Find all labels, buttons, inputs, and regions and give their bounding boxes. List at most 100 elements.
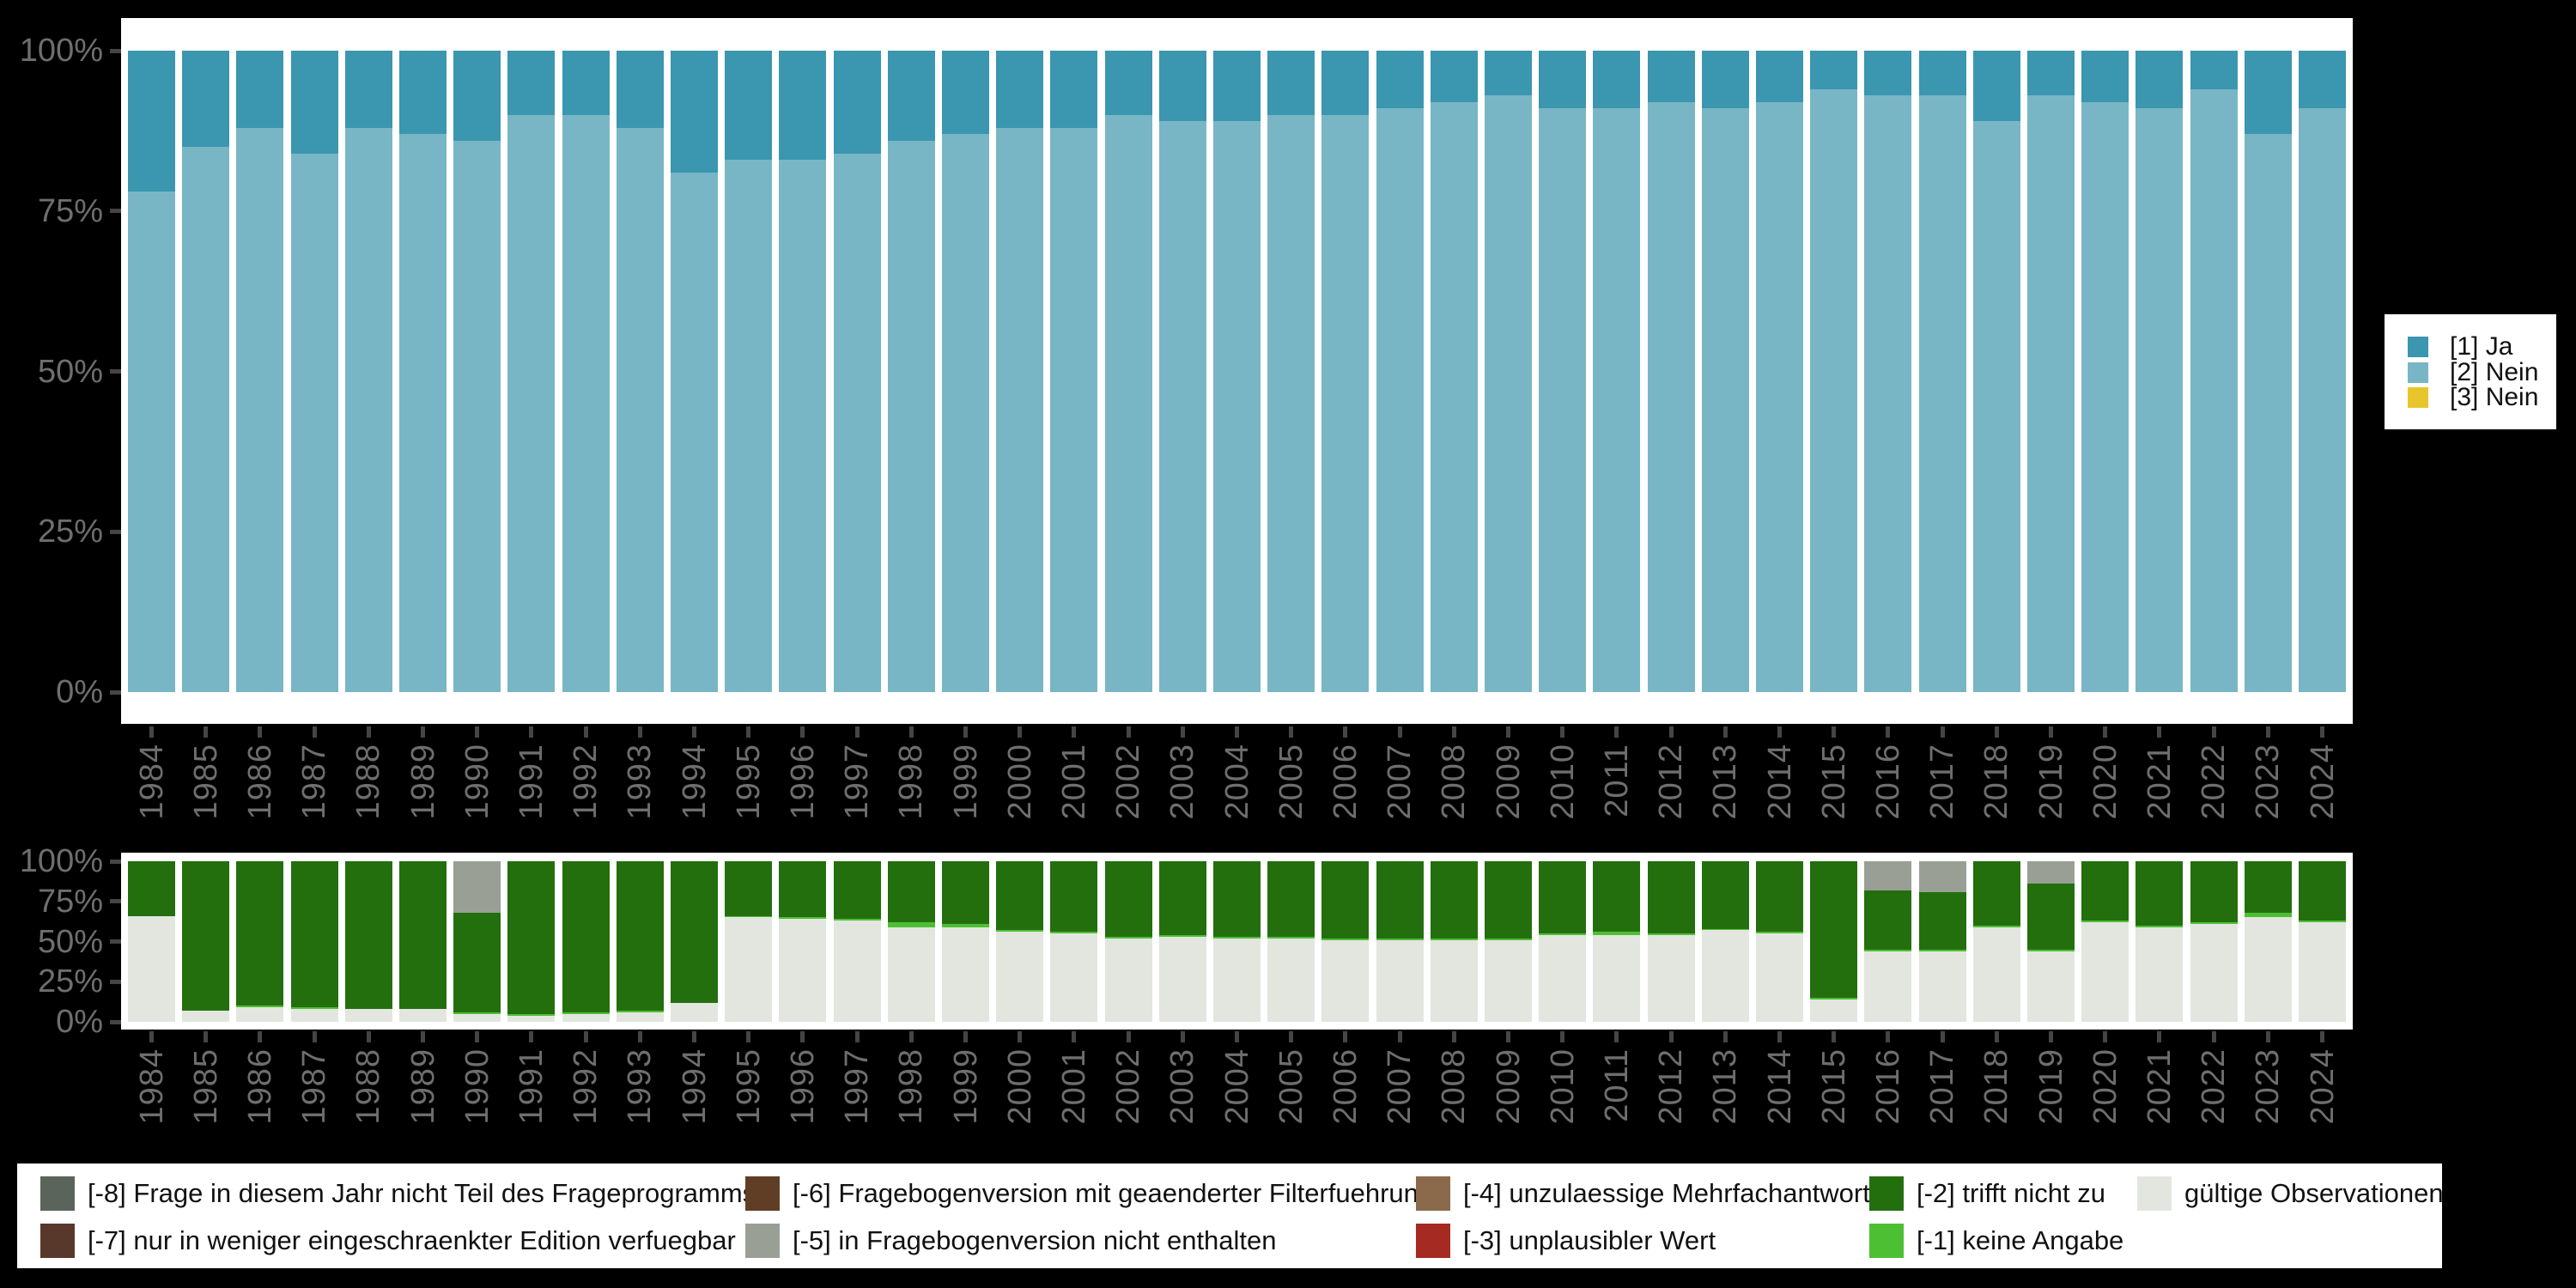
legend-item-label: [-3] unplausibler Wert (1463, 1225, 1716, 1255)
bar-segment-1984 (128, 915, 175, 1022)
legend-swatch (2408, 337, 2428, 357)
y-axis-tick (110, 48, 121, 53)
x-axis-year-label: 1997 (839, 744, 876, 820)
bar-segment-2020 (2081, 51, 2129, 102)
bar-segment-1992 (562, 861, 610, 1012)
x-axis-year-label: 1987 (296, 744, 333, 820)
bar-segment-2000 (996, 932, 1044, 1022)
bar-segment-2002 (1104, 938, 1152, 1022)
legend-item-label: [-4] unzulaessige Mehrfachantwort (1463, 1178, 1870, 1208)
x-axis-year-label: 2020 (2087, 744, 2123, 820)
x-axis-year-label: 2004 (1218, 1048, 1255, 1125)
bar-segment-1989 (399, 861, 447, 1010)
bar-segment-1990 (453, 51, 501, 141)
bar-segment-1995 (725, 861, 773, 916)
bar-segment-2006 (1321, 51, 1370, 115)
x-axis-tick (1832, 726, 1837, 738)
x-axis-tick (692, 726, 696, 738)
bar-segment-1992 (562, 114, 610, 692)
bar-segment-1990 (453, 861, 501, 913)
bar-segment-2009 (1485, 95, 1532, 692)
x-axis-year-label: 1995 (730, 1048, 767, 1125)
x-axis-year-label: 1996 (784, 744, 821, 820)
x-axis-tick (963, 1031, 968, 1042)
bar-segment-1992 (562, 51, 610, 115)
bar-segment-2021 (2136, 51, 2184, 109)
bar-segment-1991 (507, 1015, 556, 1022)
x-axis-year-label: 2001 (1055, 1048, 1092, 1125)
bar-segment-2001 (1050, 932, 1098, 934)
bar-segment-2012 (1647, 861, 1695, 934)
bar-segment-2009 (1485, 939, 1532, 1022)
bar-segment-2010 (1539, 108, 1587, 692)
x-axis-tick (2211, 726, 2216, 738)
x-axis-tick (908, 726, 914, 738)
y-axis-tick (110, 209, 121, 214)
bar-segment-2024 (2299, 108, 2346, 692)
bar-segment-1986 (236, 1007, 284, 1022)
legend-item-label: [-2] trifft nicht zu (1917, 1178, 2105, 1208)
bar-segment-2019 (2027, 51, 2075, 96)
bar-segment-1996 (779, 159, 827, 692)
bar-segment-2008 (1430, 51, 1478, 102)
x-axis-tick (529, 726, 534, 738)
y-axis-tick-label: 50% (37, 353, 103, 390)
x-axis-year-label: 1992 (568, 1048, 605, 1125)
x-axis-tick (312, 726, 317, 738)
legend-item-label: [-6] Fragebogenversion mit geaenderter F… (793, 1178, 1434, 1208)
bar-segment-2022 (2190, 88, 2238, 692)
bar-segment-2009 (1485, 861, 1532, 939)
bar-segment-2007 (1376, 51, 1424, 109)
bar-segment-2006 (1321, 939, 1370, 1022)
bar-segment-2007 (1376, 939, 1424, 1022)
bar-segment-1991 (507, 861, 556, 1014)
bar-segment-2014 (1756, 101, 1803, 692)
bar-segment-2013 (1701, 928, 1749, 931)
legend-swatch (2137, 1176, 2172, 1211)
bar-segment-1985 (182, 861, 230, 1011)
bar-segment-1986 (236, 51, 284, 128)
bar-segment-2021 (2136, 108, 2184, 692)
x-axis-tick (529, 1031, 534, 1042)
bar-segment-2014 (1756, 932, 1803, 934)
bar-segment-2021 (2136, 861, 2184, 926)
bar-segment-1993 (616, 861, 664, 1011)
bar-segment-2004 (1213, 51, 1261, 122)
x-axis-year-label: 2010 (1544, 1048, 1581, 1125)
bar-segment-1986 (236, 861, 284, 1006)
bar-segment-2002 (1104, 936, 1152, 939)
legend-item-label: [-5] in Fragebogenversion nicht enthalte… (793, 1225, 1277, 1255)
bar-segment-2016 (1864, 951, 1912, 1022)
y-axis-tick (110, 1019, 121, 1024)
x-axis-tick (1289, 726, 1294, 738)
x-axis-tick (1614, 726, 1619, 738)
bar-segment-1991 (507, 114, 556, 692)
bar-segment-1990 (453, 1013, 501, 1022)
y-axis-tick-label: 75% (37, 883, 103, 920)
legend-item-label: [2] Nein (2450, 357, 2539, 386)
legend-item-label: [3] Nein (2450, 383, 2539, 412)
bar-segment-1984 (128, 861, 175, 916)
bar-segment-2023 (2244, 912, 2292, 918)
legend-swatch (2408, 387, 2428, 409)
bar-segment-2017 (1918, 891, 1966, 950)
bar-segment-2024 (2299, 920, 2346, 923)
bar-segment-1989 (399, 51, 447, 135)
bar-segment-1988 (344, 127, 392, 692)
bar-segment-2021 (2136, 927, 2184, 1022)
bar-segment-2004 (1213, 861, 1261, 937)
x-axis-year-label: 2019 (2032, 1048, 2069, 1125)
x-axis-year-label: 2000 (1001, 1048, 1038, 1125)
x-axis-year-label: 1992 (568, 744, 605, 820)
bar-segment-1994 (671, 51, 718, 173)
bar-segment-2005 (1267, 114, 1315, 692)
bar-segment-2011 (1593, 108, 1641, 692)
bar-segment-1994 (671, 1002, 718, 1022)
x-axis-tick (1560, 726, 1565, 738)
legend-item-label: [1] Ja (2450, 332, 2513, 361)
x-axis-year-label: 2017 (1924, 744, 1961, 820)
x-axis-tick (908, 1031, 914, 1042)
bar-segment-2019 (2027, 95, 2075, 692)
x-axis-year-label: 2016 (1869, 744, 1906, 820)
x-axis-year-label: 1995 (730, 744, 767, 820)
